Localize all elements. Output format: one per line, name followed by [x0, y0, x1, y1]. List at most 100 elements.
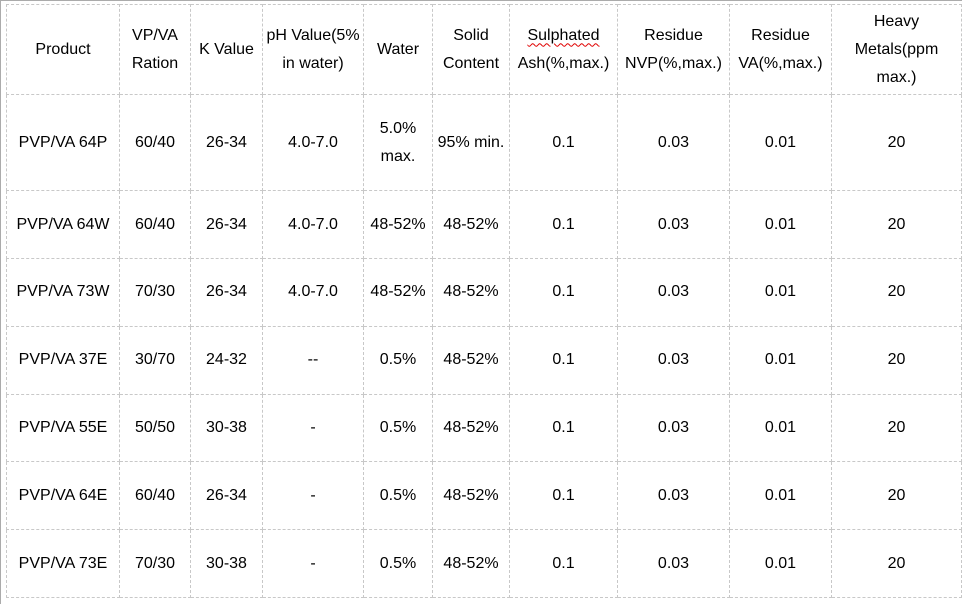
- cell-text-line: 20: [887, 133, 906, 151]
- cell-text-line: 48-52%: [443, 351, 499, 369]
- cell-text-line: -: [310, 418, 316, 436]
- spec-value-cell: 0.5%: [363, 393, 433, 463]
- spec-value-cell: 0.1: [509, 461, 618, 531]
- cell-text-line: 60/40: [134, 133, 176, 151]
- header-label-line: Solid: [453, 26, 489, 44]
- cell-text-line: PVP/VA 64E: [18, 486, 108, 504]
- cell-text-line: 20: [887, 215, 906, 233]
- cell-text-line: 20: [887, 554, 906, 572]
- spec-value-cell: 48-52%: [363, 190, 433, 259]
- header-label-line: VA(%,max.): [738, 54, 823, 72]
- cell-text-line: 0.5%: [379, 351, 417, 369]
- spec-value-cell: 0.03: [617, 529, 730, 598]
- product-name-cell: PVP/VA 64W: [6, 190, 120, 259]
- col-header-vp-va-ration: VP/VA Ration: [119, 4, 191, 95]
- spec-value-cell: 0.1: [509, 325, 618, 395]
- cell-text-line: 48-52%: [443, 554, 499, 572]
- cell-text-line: 20: [887, 486, 906, 504]
- spec-value-cell: 0.03: [617, 257, 730, 327]
- spec-value-cell: 0.03: [617, 190, 730, 259]
- cell-text-line: 48-52%: [443, 486, 499, 504]
- table-row-pvp-va-73w: PVP/VA 73W 70/30 26-34 4.0-7.0 48-52% 48-52% 0…: [6, 257, 962, 327]
- spec-value-cell: 0.01: [729, 529, 832, 598]
- col-header-residue-va-max: Residue VA(%,max.): [729, 4, 832, 95]
- product-name-cell: PVP/VA 55E: [6, 393, 120, 463]
- cell-text-line: 0.01: [764, 418, 797, 436]
- cell-text-line: 0.1: [552, 351, 575, 369]
- spec-value-cell: 60/40: [119, 93, 191, 192]
- cell-text-line: --: [307, 351, 319, 369]
- spec-value-cell: 48-52%: [432, 393, 510, 463]
- col-header-heavy-metals-ppm-max: Heavy Metals(ppm max.): [831, 4, 962, 95]
- cell-text-line: 0.1: [552, 133, 575, 151]
- spec-value-cell: 0.01: [729, 93, 832, 192]
- cell-text-line: 0.01: [764, 283, 797, 301]
- spec-value-cell: 26-34: [190, 190, 263, 259]
- cell-text-line: 20: [887, 418, 906, 436]
- spec-value-cell: -: [262, 461, 364, 531]
- cell-text-line: 0.1: [552, 283, 575, 301]
- spec-value-cell: -: [262, 393, 364, 463]
- col-header-k-value: K Value: [190, 4, 263, 95]
- table-row-pvp-va-64p: PVP/VA 64P 60/40 26-34 4.0-7.0 5.0% max. 95% m…: [6, 93, 962, 192]
- header-label-line: Metals(ppm max.): [854, 40, 939, 86]
- table-row-pvp-va-64e: PVP/VA 64E 60/40 26-34 - 0.5% 48-52% 0.1 0.03 0.…: [6, 461, 962, 531]
- cell-text-line: 0.01: [764, 554, 797, 572]
- spec-value-cell: 48-52%: [432, 529, 510, 598]
- cell-text-line: 0.03: [657, 133, 690, 151]
- cell-text-line: 0.1: [552, 486, 575, 504]
- header-label-line: Ash(%,max.): [517, 54, 610, 72]
- spec-value-cell: 70/30: [119, 529, 191, 598]
- cell-text-line: PVP/VA 55E: [18, 418, 108, 436]
- spec-value-cell: 0.01: [729, 325, 832, 395]
- cell-text-line: PVP/VA 73W: [16, 283, 110, 301]
- spec-value-cell: 30/70: [119, 325, 191, 395]
- col-header-product: Product: [6, 4, 120, 95]
- cell-text-line: 4.0-7.0: [288, 215, 338, 233]
- spec-value-cell: -: [262, 529, 364, 598]
- cell-text-line: 20: [887, 351, 906, 369]
- header-label-line: Residue: [751, 26, 810, 44]
- product-name-cell: PVP/VA 64P: [6, 93, 120, 192]
- header-label-line: in water): [282, 54, 344, 72]
- cell-text-line: 95% min.: [437, 133, 505, 151]
- spec-value-cell: 0.01: [729, 257, 832, 327]
- cell-text-line: max.: [380, 147, 416, 165]
- col-header-solid-content: Solid Content: [432, 4, 510, 95]
- cell-text-line: 30-38: [206, 554, 247, 572]
- header-label-line: Content: [442, 54, 500, 72]
- spec-value-cell: 26-34: [190, 93, 263, 192]
- cell-text-line: 0.01: [764, 351, 797, 369]
- cell-text-line: 0.1: [552, 215, 575, 233]
- cell-text-line: 0.01: [764, 133, 797, 151]
- header-label-line: NVP(%,max.): [625, 54, 722, 72]
- cell-text-line: 0.03: [657, 215, 690, 233]
- cell-text-line: PVP/VA 64W: [16, 215, 110, 233]
- spec-value-cell: 4.0-7.0: [262, 93, 364, 192]
- col-header-residue-nvp-max: Residue NVP(%,max.): [617, 4, 730, 95]
- spec-value-cell: 4.0-7.0: [262, 190, 364, 259]
- spec-value-cell: 20: [831, 393, 962, 463]
- col-header-water: Water: [363, 4, 433, 95]
- cell-text-line: 48-52%: [443, 283, 499, 301]
- cell-text-line: PVP/VA 37E: [18, 351, 108, 369]
- cell-text-line: 24-32: [206, 351, 247, 369]
- header-label-line: Ration: [131, 54, 179, 72]
- spec-value-cell: 0.03: [617, 461, 730, 531]
- spec-value-cell: 0.1: [509, 93, 618, 192]
- spec-value-cell: 48-52%: [432, 325, 510, 395]
- cell-text-line: 0.1: [552, 554, 575, 572]
- header-label-line: Residue: [644, 26, 703, 44]
- product-spec-table: Product VP/VA Ration K Value pH Value(5% in w…: [6, 4, 962, 598]
- table-header-row: Product VP/VA Ration K Value pH Value(5% in w…: [6, 4, 962, 95]
- cell-text-line: 30/70: [134, 351, 176, 369]
- spec-value-cell: 0.5%: [363, 529, 433, 598]
- header-label-line: Water: [376, 40, 420, 58]
- spec-value-cell: 95% min.: [432, 93, 510, 192]
- header-label-line: Sulphated: [527, 26, 600, 44]
- spec-value-cell: 5.0% max.: [363, 93, 433, 192]
- cell-text-line: 30-38: [206, 418, 247, 436]
- header-label-line: Heavy: [873, 12, 920, 30]
- cell-text-line: 5.0%: [379, 119, 417, 137]
